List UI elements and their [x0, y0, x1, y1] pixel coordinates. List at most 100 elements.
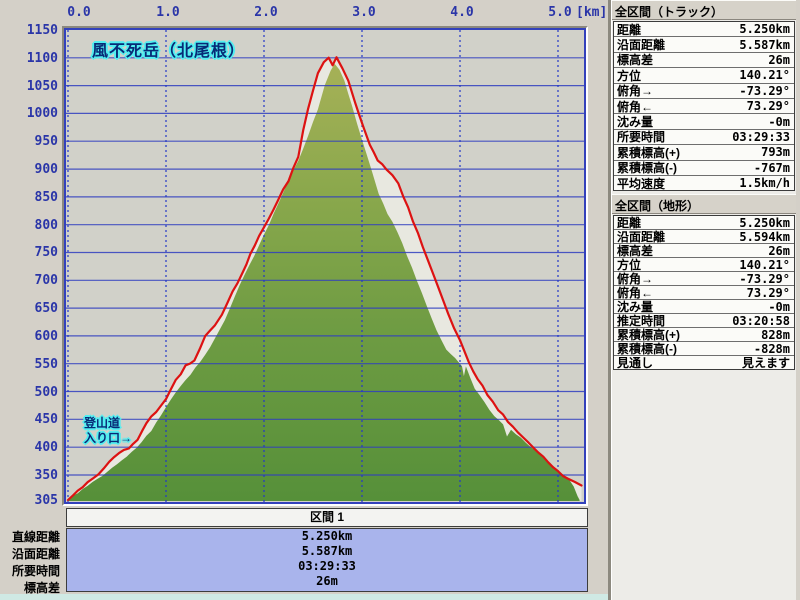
section-values-panel: 5.250km 5.587km 03:29:33 26m: [66, 528, 588, 592]
x-tick-label: 2.0: [254, 5, 278, 20]
stat-value: 73.29°: [746, 285, 790, 300]
y-tick-label: 1100: [26, 50, 58, 66]
summary-row-labels: 直線距離沿面距離所要時間標高差: [0, 530, 60, 598]
stat-row: 俯角← 73.29°: [614, 285, 794, 301]
summary-value: 5.250km: [301, 529, 353, 543]
y-tick-label: 800: [34, 217, 58, 233]
plot-frame: [62, 26, 588, 506]
stat-value: 26m: [768, 243, 790, 258]
stat-label: 沈み量: [617, 300, 654, 315]
stat-label: 累積標高(+): [617, 145, 681, 160]
stat-label: 俯角←: [617, 99, 654, 114]
stat-row: 距離 5.250km: [614, 215, 794, 231]
summary-value: 26m: [316, 574, 338, 588]
stat-row: 沿面距離 5.594km: [614, 229, 794, 245]
y-tick-label: 700: [34, 273, 58, 289]
stat-row: 平均速度 1.5km/h: [614, 174, 794, 191]
stat-value: 5.250km: [739, 22, 790, 37]
x-tick-label: 3.0: [352, 5, 376, 20]
y-tick-label: 1150: [26, 23, 58, 38]
stat-row: 方位 140.21°: [614, 257, 794, 273]
summary-value: 03:29:33: [298, 559, 356, 573]
stat-value: 5.250km: [739, 215, 790, 230]
y-tick-label: 400: [34, 440, 58, 456]
y-tick-label: 750: [34, 245, 58, 261]
stat-label: 沿面距離: [617, 38, 666, 53]
stats-section-track-title: 全区間（トラック）: [612, 0, 796, 20]
y-tick-label: 1000: [26, 106, 58, 122]
stat-row: 累積標高(-) -828m: [614, 341, 794, 357]
stat-row: 推定時間 03:20:58: [614, 313, 794, 328]
y-tick-label: 850: [34, 189, 58, 205]
x-tick-label: 5.0: [548, 5, 572, 20]
summary-value: 5.587km: [301, 544, 353, 558]
y-tick-label: 600: [34, 328, 58, 344]
stat-label: 方位: [617, 68, 642, 83]
y-tick-label: 650: [34, 301, 58, 317]
stat-label: 所要時間: [617, 130, 666, 145]
stat-value: -828m: [753, 341, 790, 356]
stat-value: 見えます: [741, 356, 790, 371]
stat-label: 距離: [617, 216, 642, 231]
stat-row: 俯角→ -73.29°: [614, 271, 794, 286]
panel-divider: [608, 0, 612, 600]
stat-row: 沈み量 -0m: [614, 113, 794, 130]
stats-table-terrain: 距離 5.250km 沿面距離 5.594km 標高差 26m 方位 140.21° 俯角→ -7…: [613, 215, 795, 371]
stat-label: 累積標高(-): [617, 161, 677, 176]
stat-row: 累積標高(+) 793m: [614, 144, 794, 160]
status-strip: [0, 594, 608, 600]
y-tick-label: 305: [34, 493, 58, 508]
y-tick-label: 550: [34, 356, 58, 372]
stat-row: 距離 5.250km: [614, 22, 794, 37]
stat-label: 俯角←: [617, 286, 654, 301]
x-tick-label: 4.0: [450, 5, 474, 20]
stat-row: 沿面距離 5.587km: [614, 36, 794, 53]
x-tick-label: 0.0: [67, 5, 91, 20]
stat-label: 沈み量: [617, 115, 654, 130]
stat-value: 73.29°: [746, 99, 790, 114]
stat-value: -73.29°: [739, 271, 790, 286]
trailhead-annotation-line1: 登山道: [84, 416, 121, 430]
stat-label: 累積標高(-): [617, 342, 677, 357]
summary-label: 沿面距離: [11, 547, 60, 561]
chart-title: 風不死岳（北尾根）: [92, 43, 246, 60]
y-tick-label: 500: [34, 384, 58, 400]
x-tick-label: 1.0: [156, 5, 180, 20]
stat-label: 見通し: [617, 356, 654, 371]
y-tick-label: 1050: [26, 78, 58, 94]
summary-label: 標高差: [23, 581, 60, 595]
stat-value: -0m: [768, 114, 790, 129]
stat-row: 標高差 26m: [614, 51, 794, 68]
elevation-profile-plot[interactable]: [66, 30, 584, 502]
stat-row: 俯角→ -73.29°: [614, 82, 794, 98]
stat-row: 累積標高(+) 828m: [614, 327, 794, 342]
stat-value: 793m: [761, 145, 790, 160]
stats-panel: 全区間（トラック） 距離 5.250km 沿面距離 5.587km 標高差 26m 方位 14…: [612, 0, 796, 600]
stats-section-terrain-title: 全区間（地形）: [612, 194, 796, 215]
stat-row: 沈み量 -0m: [614, 299, 794, 315]
stat-label: 標高差: [617, 53, 654, 68]
stat-value: 1.5km/h: [739, 176, 790, 191]
y-tick-label: 350: [34, 467, 58, 483]
stat-value: -73.29°: [739, 83, 790, 98]
stat-value: -767m: [753, 160, 790, 175]
stat-row: 累積標高(-) -767m: [614, 159, 794, 176]
stat-value: 140.21°: [739, 257, 790, 272]
trailhead-annotation: 登山道 入り口→: [84, 416, 132, 446]
summary-label: 所要時間: [11, 564, 60, 578]
stat-value: 5.587km: [739, 37, 790, 52]
stat-row: 所要時間 03:29:33: [614, 128, 794, 145]
stat-label: 方位: [617, 258, 642, 273]
stat-label: 沿面距離: [617, 230, 666, 245]
stat-value: 03:29:33: [732, 129, 790, 144]
y-tick-label: 900: [34, 162, 58, 178]
trailhead-annotation-line2: 入り口→: [84, 431, 133, 445]
section-header-bar[interactable]: 区間 1: [66, 508, 588, 527]
summary-label: 直線距離: [11, 530, 60, 544]
stat-label: 距離: [617, 22, 642, 37]
stat-value: 140.21°: [739, 68, 790, 83]
stat-label: 標高差: [617, 244, 654, 259]
stat-label: 平均速度: [617, 176, 666, 191]
stat-value: -0m: [768, 299, 790, 314]
